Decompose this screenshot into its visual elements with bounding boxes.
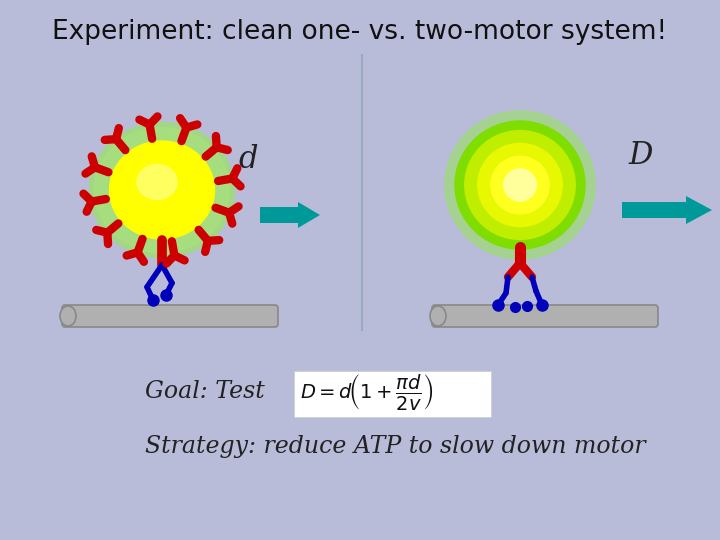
Ellipse shape <box>89 123 235 258</box>
Text: Strategy: reduce ATP to slow down motor: Strategy: reduce ATP to slow down motor <box>145 435 646 458</box>
Text: $D = d\!\left(1 + \dfrac{\pi d}{2v}\right)$: $D = d\!\left(1 + \dfrac{\pi d}{2v}\righ… <box>300 372 433 412</box>
Text: Goal: Test: Goal: Test <box>145 381 272 403</box>
Text: D: D <box>628 139 652 171</box>
FancyBboxPatch shape <box>432 305 658 327</box>
FancyArrow shape <box>622 196 712 224</box>
Ellipse shape <box>137 165 177 199</box>
Ellipse shape <box>430 306 446 326</box>
Ellipse shape <box>464 131 575 239</box>
Ellipse shape <box>60 306 76 326</box>
Ellipse shape <box>478 144 562 227</box>
Ellipse shape <box>445 111 595 259</box>
Ellipse shape <box>109 141 215 239</box>
Ellipse shape <box>504 169 536 201</box>
FancyBboxPatch shape <box>62 305 278 327</box>
Text: d: d <box>238 145 258 176</box>
FancyArrow shape <box>260 202 320 228</box>
Text: Experiment: clean one- vs. two-motor system!: Experiment: clean one- vs. two-motor sys… <box>53 19 667 45</box>
Ellipse shape <box>94 127 230 253</box>
Ellipse shape <box>455 121 585 249</box>
FancyBboxPatch shape <box>294 371 491 417</box>
Ellipse shape <box>491 156 549 214</box>
